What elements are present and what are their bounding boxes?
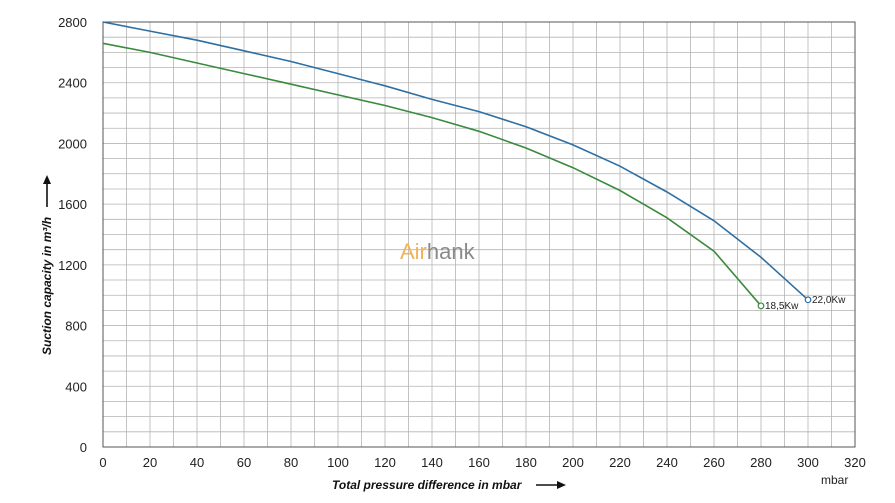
series-label: 22,0Kw	[812, 295, 846, 306]
x-tick-label: 40	[190, 455, 204, 470]
y-tick-label: 1600	[58, 197, 87, 212]
x-tick-label: 220	[609, 455, 631, 470]
plot-border	[102, 21, 856, 448]
plot-frame	[102, 21, 856, 448]
watermark-hank: hank	[427, 239, 476, 264]
y-tick-labels: 0 400 800 1200 1600 2000 2400 2800	[58, 15, 87, 455]
y-axis-arrow	[43, 175, 51, 207]
x-axis-title: Total pressure difference in mbar	[332, 478, 523, 492]
y-axis-title: Suction capacity in m³/h	[40, 217, 54, 355]
x-tick-label: 80	[284, 455, 298, 470]
x-unit-label: mbar	[821, 473, 848, 487]
x-tick-label: 260	[703, 455, 725, 470]
y-tick-label: 800	[65, 319, 87, 334]
x-tick-label: 100	[327, 455, 349, 470]
x-tick-label: 160	[468, 455, 490, 470]
x-tick-label: 140	[421, 455, 443, 470]
x-tick-label: 300	[797, 455, 819, 470]
x-tick-label: 180	[515, 455, 537, 470]
series-end-marker	[804, 296, 812, 304]
series-end-marker	[757, 302, 765, 310]
watermark-air: Air	[400, 239, 427, 264]
x-tick-label: 320	[844, 455, 866, 470]
series-line-2	[102, 42, 762, 307]
series-label: 18,5Kw	[765, 301, 799, 312]
y-tick-label: 2400	[58, 76, 87, 91]
x-axis-arrow	[536, 481, 566, 489]
x-tick-label: 120	[374, 455, 396, 470]
y-tick-label: 2800	[58, 15, 87, 30]
x-tick-label: 20	[143, 455, 157, 470]
x-tick-label: 240	[656, 455, 678, 470]
series-end-markers: 22,0Kw 18,5Kw	[757, 295, 846, 312]
series-lines	[102, 21, 809, 307]
x-tick-label: 200	[562, 455, 584, 470]
y-tick-label: 0	[80, 440, 87, 455]
series-line-1	[102, 21, 809, 301]
y-tick-label: 400	[65, 379, 87, 394]
y-tick-label: 1200	[58, 258, 87, 273]
watermark: Airhank	[400, 239, 476, 264]
x-tick-labels: 0 20 40 60 80 100 120 140 160 180 200 220 240 260 280 3…	[99, 455, 865, 470]
x-tick-label: 60	[237, 455, 251, 470]
x-tick-label: 0	[99, 455, 106, 470]
y-tick-label: 2000	[58, 136, 87, 151]
grid	[102, 21, 856, 448]
x-tick-label: 280	[750, 455, 772, 470]
